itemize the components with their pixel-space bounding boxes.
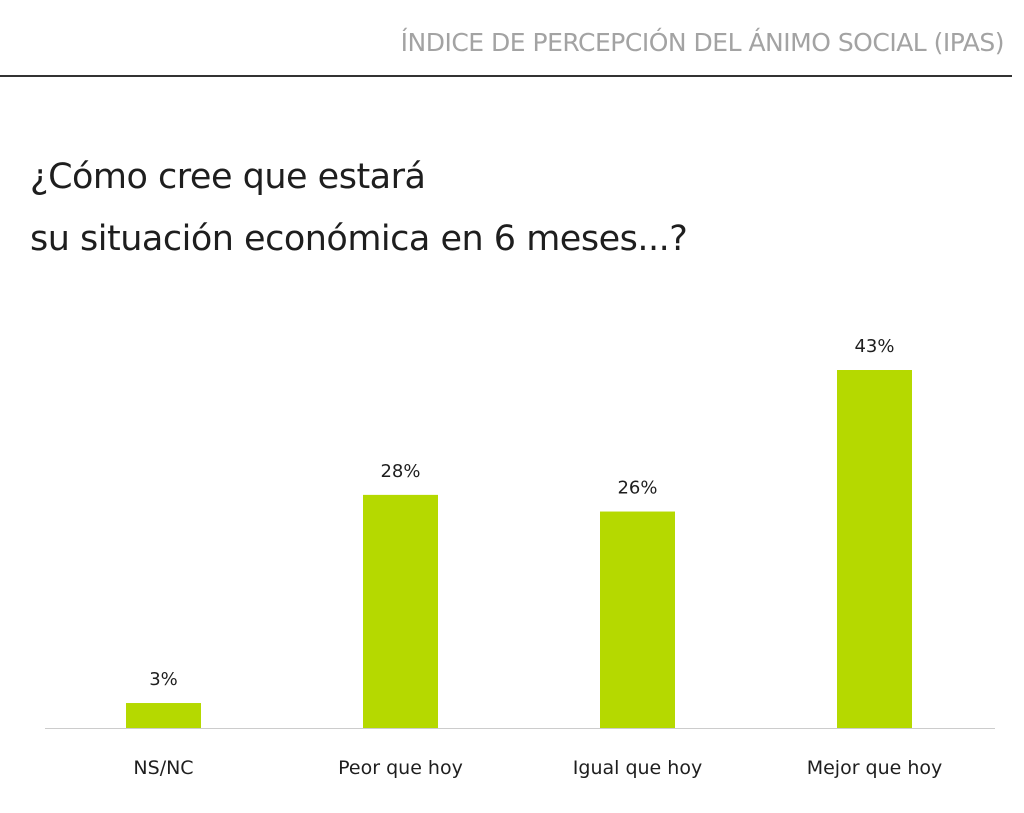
category-label-peor-que-hoy: Peor que hoy [338,757,463,779]
header-divider [0,75,1012,77]
question-title: ¿Cómo cree que estará su situación econó… [30,146,688,270]
bar-ns-nc [126,703,201,728]
category-label-ns-nc: NS/NC [133,757,193,779]
value-label-igual-que-hoy: 26% [617,478,657,499]
category-labels-group: NS/NC Peor que hoy Igual que hoy Mejor que … [133,757,942,779]
value-label-ns-nc: 3% [149,669,178,690]
bar-peor-que-hoy [363,494,438,728]
question-line-1: ¿Cómo cree que estará [30,157,426,197]
bar-mejor-que-hoy [837,370,912,728]
bars-group [126,370,912,728]
value-labels-group: 3% 28% 26% 43% [149,336,894,690]
question-line-2: su situación económica en 6 meses...? [30,219,688,259]
bar-igual-que-hoy [600,511,675,728]
category-label-mejor-que-hoy: Mejor que hoy [807,757,943,779]
value-label-mejor-que-hoy: 43% [854,336,894,357]
report-header: ÍNDICE DE PERCEPCIÓN DEL ÁNIMO SOCIAL (I… [0,0,1024,78]
category-label-igual-que-hoy: Igual que hoy [573,757,702,779]
value-label-peor-que-hoy: 28% [380,461,420,482]
report-title: ÍNDICE DE PERCEPCIÓN DEL ÁNIMO SOCIAL (I… [400,28,1005,57]
